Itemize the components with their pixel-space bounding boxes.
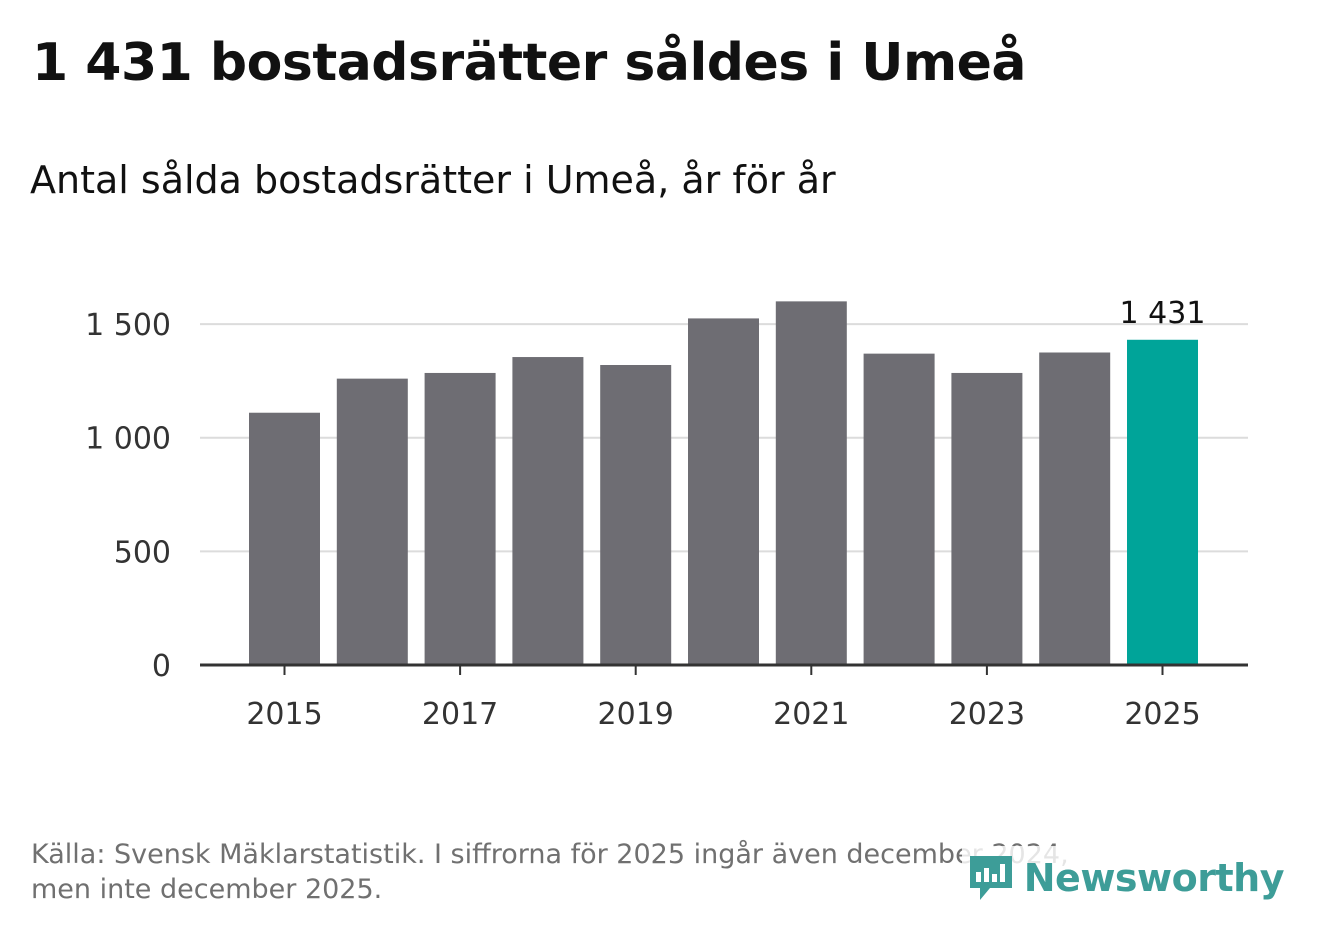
bar-2021 <box>775 301 847 665</box>
y-tick-label: 1 500 <box>85 308 171 343</box>
x-tick-label: 2019 <box>598 697 674 732</box>
bar-2022 <box>863 353 935 665</box>
x-tick-label: 2025 <box>1124 697 1200 732</box>
brand-name: Newsworthy <box>1023 856 1285 900</box>
bars <box>249 301 1198 665</box>
chart-subtitle: Antal sålda bostadsrätter i Umeå, år för… <box>30 158 836 202</box>
highlight-value-label: 1 431 <box>1120 296 1206 331</box>
bar-2023 <box>951 372 1023 665</box>
x-tick-label: 2023 <box>949 697 1025 732</box>
newsworthy-logo: Newsworthy <box>961 846 1288 910</box>
bar-2018 <box>512 357 584 665</box>
chart-title: 1 431 bostadsrätter såldes i Umeå <box>32 33 1027 93</box>
x-tick-label: 2017 <box>422 697 498 732</box>
bar-2019 <box>600 365 672 665</box>
y-tick-label: 500 <box>114 535 171 570</box>
y-tick-label: 1 000 <box>85 422 171 457</box>
newsworthy-logo-icon <box>969 856 1012 900</box>
source-note: Källa: Svensk Mäklarstatistik. I siffror… <box>31 838 1231 907</box>
bar-2020 <box>688 318 759 665</box>
bar-2025 <box>1127 339 1198 665</box>
bar-2015 <box>249 412 320 665</box>
bar-chart: 0 500 1 000 1 500 1 431 2015 2017 2019 2021 2023 2… <box>85 296 1248 732</box>
source-line-2: men inte december 2025. <box>31 873 383 905</box>
x-tick-label: 2021 <box>773 697 849 732</box>
source-line-1: Källa: Svensk Mäklarstatistik. I siffror… <box>31 839 1069 870</box>
bar-2024 <box>1039 352 1111 665</box>
bar-2016 <box>336 378 408 665</box>
y-tick-label: 0 <box>152 649 171 684</box>
x-axis <box>200 663 1248 675</box>
labels: 0 500 1 000 1 500 1 431 2015 2017 2019 2021 2023 2… <box>85 296 1205 732</box>
bar-2017 <box>424 372 496 665</box>
x-tick-label: 2015 <box>246 697 322 732</box>
